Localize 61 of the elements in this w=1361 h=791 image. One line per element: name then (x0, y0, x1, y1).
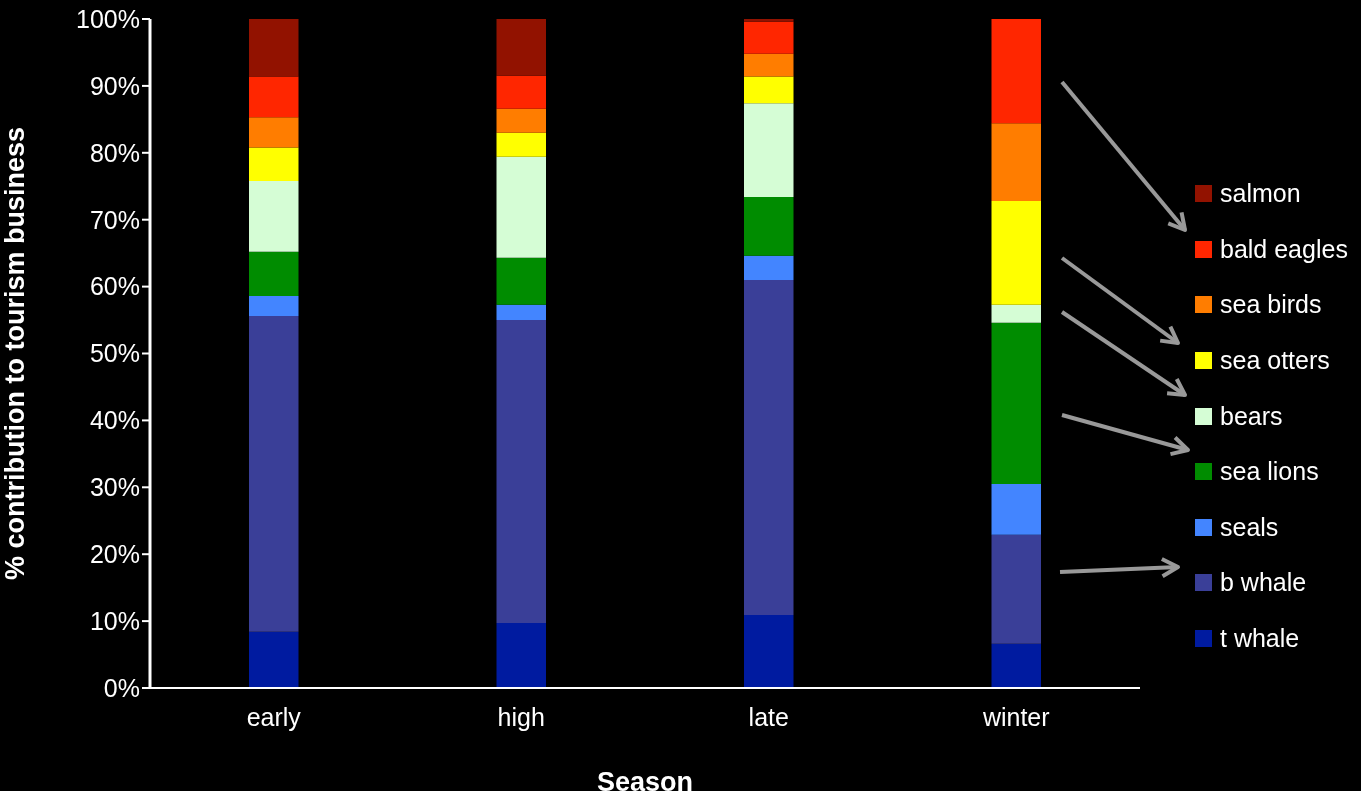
bar (249, 117, 299, 148)
legend-label: seals (1220, 512, 1279, 542)
bar (744, 196, 794, 256)
bar (249, 295, 299, 317)
bar (744, 21, 794, 54)
bar (991, 534, 1041, 644)
legend-label: sea birds (1220, 290, 1322, 320)
bar (249, 19, 299, 77)
bar (249, 316, 299, 632)
y-tick-label: 30% (89, 473, 140, 502)
bar (991, 123, 1041, 201)
bar (496, 304, 546, 321)
y-tick-label: 90% (89, 71, 140, 100)
bar (991, 483, 1041, 535)
bar (249, 147, 299, 181)
x-tick-label: high (497, 702, 545, 731)
bar (744, 255, 794, 280)
y-tick-label: 60% (89, 272, 140, 301)
bar (744, 279, 794, 616)
y-axis-title: % contribution to tourism business (0, 126, 30, 581)
legend-label: sea otters (1220, 346, 1330, 376)
bar (744, 53, 794, 77)
legend-label: sea lions (1220, 457, 1319, 487)
bar (249, 631, 299, 688)
x-axis-title: Season (596, 767, 694, 791)
legend-label: bears (1220, 401, 1283, 431)
legend-label: b whale (1220, 568, 1307, 598)
legend-label: bald eagles (1220, 234, 1348, 264)
bar (496, 623, 546, 688)
bar (744, 76, 794, 104)
y-tick-label: 70% (89, 205, 140, 234)
legend-label: salmon (1220, 179, 1301, 209)
bar (744, 615, 794, 688)
bar (991, 19, 1041, 124)
bar (496, 156, 546, 258)
bar (744, 19, 794, 22)
y-tick-label: 100% (76, 4, 140, 33)
bar (991, 304, 1041, 323)
bar (744, 103, 794, 197)
bar (496, 19, 546, 76)
y-tick-label: 0% (103, 673, 140, 702)
y-tick-label: 20% (89, 540, 140, 569)
x-tick-label: late (748, 702, 789, 731)
legend-label: t whale (1220, 624, 1300, 654)
bar (249, 76, 299, 118)
x-tick-label: winter (981, 702, 1050, 731)
bar (496, 320, 546, 624)
bar (249, 180, 299, 252)
bar (991, 643, 1041, 688)
bar (496, 257, 546, 305)
y-tick-label: 80% (89, 138, 140, 167)
bar (249, 251, 299, 296)
bar (496, 132, 546, 157)
y-tick-label: 10% (89, 606, 140, 635)
y-tick-label: 50% (89, 339, 140, 368)
bar (991, 200, 1041, 305)
bar (496, 108, 546, 133)
y-tick-label: 40% (89, 406, 140, 435)
bar (496, 75, 546, 109)
x-tick-label: early (246, 702, 302, 731)
bar (991, 322, 1041, 484)
